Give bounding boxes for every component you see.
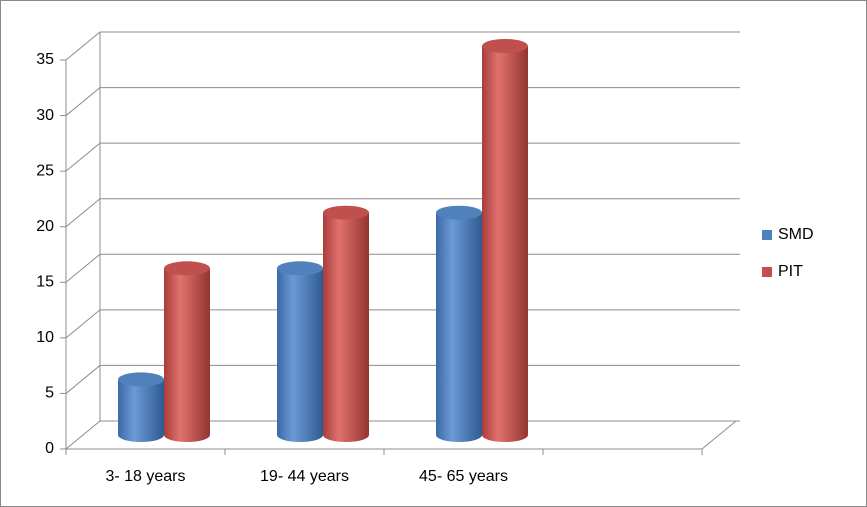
x-tick-label: 3- 18 years — [105, 468, 185, 485]
y-tick-label: 0 — [45, 440, 54, 457]
y-tick-label: 20 — [36, 218, 54, 235]
bar — [164, 268, 210, 442]
legend-swatch — [762, 267, 772, 277]
y-tick-label: 30 — [36, 107, 54, 124]
y-tick-label: 5 — [45, 385, 54, 402]
bar-top — [277, 261, 323, 276]
legend-label: SMD — [778, 226, 814, 243]
legend-swatch — [762, 230, 772, 240]
bar-top — [118, 372, 164, 387]
y-tick-label: 10 — [36, 329, 54, 346]
grid-line — [65, 31, 740, 61]
legend-label: PIT — [778, 263, 803, 280]
x-tick-label: 45- 65 years — [419, 468, 508, 485]
bar-top — [323, 205, 369, 220]
x-tick-label: 19- 44 years — [260, 468, 349, 485]
y-tick-label: 25 — [36, 162, 54, 179]
bar-top — [482, 39, 528, 53]
bar — [482, 46, 528, 442]
floor-edge — [701, 420, 737, 450]
y-tick-label: 15 — [36, 274, 54, 291]
bar — [118, 379, 164, 442]
bar — [323, 212, 369, 442]
bar — [436, 212, 482, 442]
bar-top — [164, 261, 210, 276]
bar-top — [436, 205, 482, 220]
y-tick-label: 35 — [36, 51, 54, 68]
bar — [277, 268, 323, 442]
